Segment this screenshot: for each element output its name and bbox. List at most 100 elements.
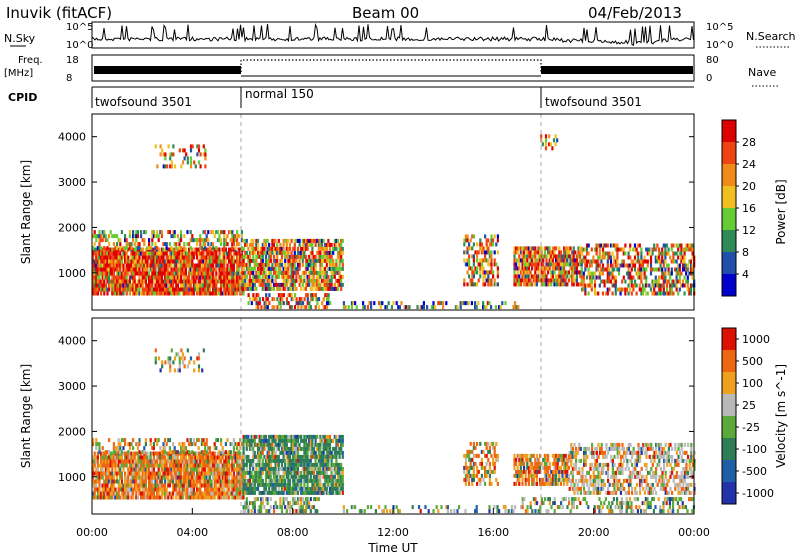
heatmap-cell <box>312 474 316 479</box>
heatmap-cell <box>317 474 320 479</box>
heatmap-cell <box>277 238 280 243</box>
heatmap-cell <box>154 483 157 488</box>
heatmap-cell <box>229 263 232 268</box>
heatmap-cell <box>284 482 287 487</box>
heatmap-cell <box>248 250 252 255</box>
heatmap-cell <box>250 258 253 263</box>
heatmap-cell <box>535 262 538 267</box>
heatmap-cell <box>328 486 332 491</box>
heatmap-cell <box>144 267 147 272</box>
heatmap-cell <box>250 238 253 243</box>
heatmap-cell <box>277 486 280 491</box>
heatmap-cell <box>216 287 219 292</box>
heatmap-cell <box>312 278 316 283</box>
heatmap-cell <box>340 250 343 255</box>
heatmap-cell <box>106 479 109 484</box>
heatmap-cell <box>255 478 258 483</box>
heatmap-cell <box>154 271 157 276</box>
heatmap-cell <box>292 458 295 463</box>
heatmap-cell <box>670 283 673 288</box>
heatmap-cell <box>250 242 253 247</box>
heatmap-cell <box>132 287 135 292</box>
heatmap-cell <box>120 263 123 268</box>
heatmap-cell <box>98 251 101 256</box>
heatmap-cell <box>170 463 173 468</box>
heatmap-cell <box>223 491 226 496</box>
heatmap-cell <box>236 287 239 292</box>
heatmap-cell <box>566 262 569 267</box>
heatmap-cell <box>298 434 301 439</box>
heatmap-cell <box>119 459 122 464</box>
heatmap-cell <box>622 251 625 256</box>
heatmap-cell <box>479 242 482 247</box>
heatmap-cell <box>176 251 179 256</box>
heatmap-cell <box>95 455 98 460</box>
heatmap-cell <box>178 491 181 496</box>
heatmap-cell <box>276 282 279 287</box>
heatmap-cell <box>164 471 167 476</box>
heatmap-cell <box>200 467 203 472</box>
heatmap-cell <box>216 279 219 284</box>
heatmap-cell <box>490 254 493 259</box>
heatmap-cell <box>633 263 637 268</box>
heatmap-cell <box>144 230 147 235</box>
heatmap-cell <box>152 287 155 292</box>
heatmap-cell <box>575 258 578 263</box>
heatmap-cell <box>678 267 681 272</box>
heatmap-cell <box>172 287 175 292</box>
heatmap-cell <box>556 262 559 267</box>
heatmap-cell <box>245 458 248 463</box>
heatmap-cell <box>103 234 106 239</box>
heatmap-cell <box>133 251 136 256</box>
heatmap-cell <box>236 442 239 447</box>
heatmap-cell <box>192 483 195 488</box>
heatmap-cell <box>479 246 482 251</box>
heatmap-cell <box>176 283 179 288</box>
heatmap-cell <box>297 301 300 306</box>
heatmap-cell <box>202 259 205 264</box>
heatmap-cell <box>592 259 595 264</box>
heatmap-cell <box>228 271 231 276</box>
heatmap-cell <box>223 251 226 256</box>
heatmap-cell <box>228 255 231 260</box>
heatmap-cell <box>106 255 109 260</box>
heatmap-cell <box>192 442 195 447</box>
heatmap-cell <box>595 243 598 248</box>
heatmap-cell <box>300 490 303 495</box>
heatmap-cell <box>558 254 561 259</box>
heatmap-cell <box>282 274 285 279</box>
heatmap-cell <box>308 274 311 279</box>
heatmap-cell <box>165 471 168 476</box>
heatmap-cell <box>265 293 268 298</box>
heatmap-cell <box>627 275 630 280</box>
heatmap-cell <box>306 242 309 247</box>
heatmap-cell <box>100 451 103 456</box>
heatmap-cell <box>224 475 227 480</box>
heatmap-cell <box>160 475 163 480</box>
heatmap-cell <box>93 279 96 284</box>
heatmap-cell <box>277 470 280 475</box>
heatmap-cell <box>282 278 285 283</box>
heatmap-cell <box>162 164 165 169</box>
heatmap-cell <box>194 275 197 280</box>
heatmap-cell <box>322 270 325 275</box>
heatmap-cell <box>207 230 210 235</box>
heatmap-cell <box>312 478 316 483</box>
heatmap-cell <box>248 258 252 263</box>
heatmap-cell <box>269 282 272 287</box>
heatmap-cell <box>149 459 152 464</box>
heatmap-cell <box>640 279 643 284</box>
heatmap-cell <box>207 475 210 480</box>
heatmap-cell <box>293 270 296 275</box>
heatmap-cell <box>485 242 488 247</box>
heatmap-cell <box>609 243 613 248</box>
heatmap-cell <box>338 254 341 259</box>
heatmap-cell <box>589 271 592 276</box>
heatmap-cell <box>597 275 600 280</box>
heatmap-cell <box>271 297 274 302</box>
heatmap-cell <box>151 238 154 243</box>
heatmap-cell <box>205 271 208 276</box>
heatmap-cell <box>159 267 162 272</box>
heatmap-cell <box>96 263 99 268</box>
heatmap-cell <box>336 282 340 287</box>
